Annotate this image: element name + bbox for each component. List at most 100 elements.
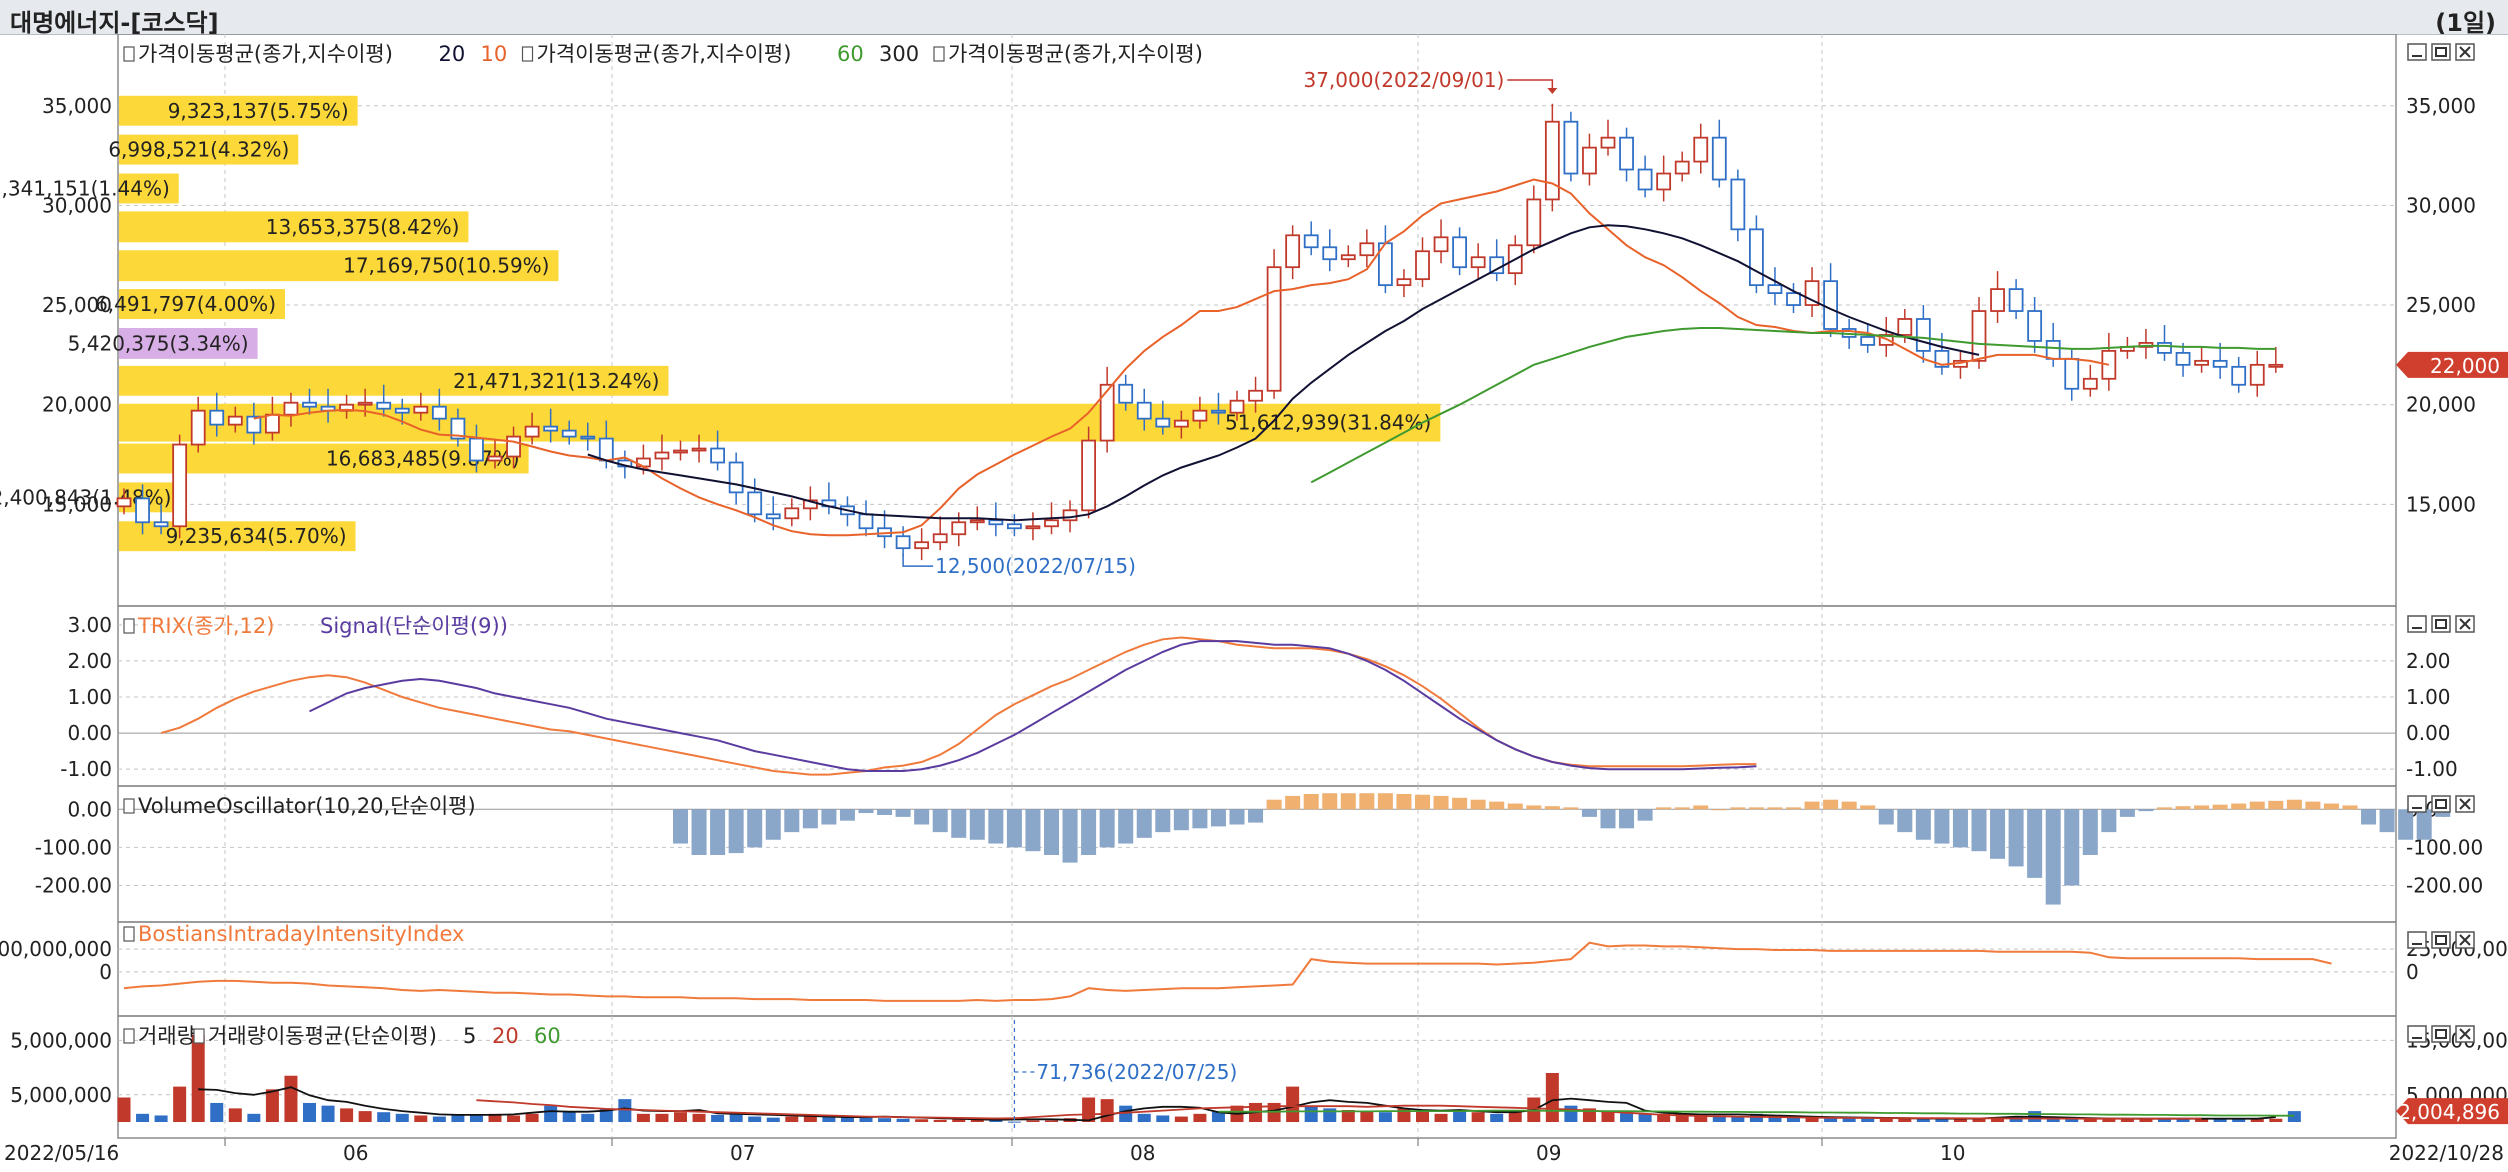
- candle-body: [1396, 278, 1412, 287]
- oscillator-bar: [1081, 809, 1097, 855]
- legend-toggle-icon[interactable]: [123, 926, 135, 942]
- legend-toggle-icon[interactable]: [123, 618, 135, 634]
- oscillator-bar: [2008, 809, 2024, 867]
- oscillator-bar: [2268, 800, 2284, 810]
- oscillator-bar: [1915, 809, 1931, 840]
- candle-body: [2268, 363, 2284, 368]
- volume-profile-bar: [119, 443, 529, 474]
- candle-body: [895, 535, 911, 550]
- maximize-pane-icon-frame: [2431, 931, 2451, 949]
- candle-body: [1990, 288, 2005, 312]
- candle: [932, 516, 948, 551]
- minimize-pane-icon[interactable]: [2407, 795, 2427, 813]
- minimize-pane-icon[interactable]: [2407, 615, 2427, 633]
- maximize-pane-icon[interactable]: [2431, 615, 2451, 633]
- y-tick-label: 2.00: [67, 649, 112, 673]
- candle: [2249, 350, 2265, 397]
- close-pane-icon[interactable]: [2455, 1025, 2475, 1043]
- volume-bar: [284, 1075, 298, 1122]
- candle-body: [283, 401, 299, 416]
- signal-legend-label: Signal(단순이평(9)): [320, 614, 508, 638]
- legend-toggle-icon[interactable]: [123, 798, 135, 814]
- candle: [1544, 103, 1560, 212]
- candle: [858, 500, 874, 537]
- maximize-pane-icon[interactable]: [2431, 1025, 2451, 1043]
- volume-bar: [1545, 1073, 1559, 1122]
- candle: [1990, 271, 2005, 323]
- candle: [2045, 322, 2061, 367]
- legend-toggle-icon[interactable]: [193, 1028, 205, 1044]
- volume-bar: [1378, 1112, 1392, 1122]
- candle: [227, 406, 243, 433]
- x-tick-label: 06: [343, 1141, 368, 1165]
- legend-toggle-icon[interactable]: [123, 46, 135, 62]
- volume-profile-bar: [119, 289, 285, 320]
- candle-body: [728, 461, 744, 494]
- legend-toggle-icon[interactable]: [123, 1028, 135, 1044]
- oscillator-bar: [1990, 809, 2006, 859]
- candle-body: [1582, 146, 1597, 175]
- candle: [172, 434, 188, 539]
- volume-bar: [1137, 1113, 1151, 1122]
- maximize-pane-icon[interactable]: [2431, 43, 2451, 61]
- x-tick-label: 09: [1536, 1141, 1561, 1165]
- candle: [2138, 328, 2154, 359]
- minimize-pane-icon-frame: [2407, 1025, 2427, 1043]
- current-volume-tag: [2396, 1098, 2508, 1125]
- price-legend-label: 가격이동평균(종가,지수이평): [948, 42, 1203, 66]
- minimize-pane-icon[interactable]: [2407, 931, 2427, 949]
- oscillator-bar: [2082, 809, 2098, 855]
- volume-bar: [340, 1108, 354, 1122]
- x-tick-label: 10: [1940, 1141, 1965, 1165]
- oscillator-bar: [1025, 809, 1041, 852]
- candle: [302, 388, 317, 415]
- candle-body: [1155, 417, 1171, 428]
- volume-bar: [414, 1115, 428, 1122]
- volume-bar: [2269, 1118, 2283, 1122]
- volume-profile-label: 9,323,137(5.75%): [168, 99, 349, 123]
- oscillator-bar: [858, 809, 874, 814]
- maximize-pane-icon[interactable]: [2431, 795, 2451, 813]
- candle: [543, 408, 559, 443]
- volume-bar: [2176, 1118, 2190, 1122]
- maximize-pane-icon-frame: [2431, 1025, 2451, 1043]
- candle: [1192, 396, 1208, 429]
- volume-bar: [469, 1114, 483, 1122]
- minimize-pane-icon[interactable]: [2407, 43, 2427, 61]
- candle-body: [1136, 401, 1152, 420]
- volume-bar: [358, 1111, 372, 1122]
- candle: [1099, 366, 1115, 453]
- x-range-start-label: 2022/05/16: [4, 1141, 119, 1165]
- oscillator-bar: [988, 809, 1004, 844]
- volume-bar: [933, 1119, 947, 1122]
- close-pane-icon[interactable]: [2455, 615, 2475, 633]
- candle-body: [2027, 310, 2043, 342]
- oscillator-bar: [691, 809, 707, 855]
- volume-bar: [1026, 1120, 1040, 1122]
- legend-toggle-icon[interactable]: [521, 46, 534, 62]
- candle-body: [1081, 439, 1096, 512]
- volume-profile-label: 9,235,634(5.70%): [166, 524, 347, 548]
- oscillator-bar: [1396, 794, 1412, 810]
- oscillator-bar: [951, 809, 967, 838]
- close-pane-icon[interactable]: [2455, 795, 2475, 813]
- candle: [264, 396, 280, 441]
- maximize-pane-icon[interactable]: [2431, 931, 2451, 949]
- period-indicator[interactable]: (1일): [2435, 9, 2496, 37]
- candle-body: [747, 491, 763, 516]
- close-pane-icon[interactable]: [2455, 43, 2475, 61]
- volume-profile-label: 6,491,797(4.00%): [95, 292, 276, 316]
- oscillator-bar: [1730, 807, 1746, 810]
- oscillator-bar: [2305, 801, 2321, 810]
- candle: [487, 438, 503, 469]
- oscillator-bar: [1044, 809, 1059, 855]
- volume-bar: [507, 1115, 521, 1122]
- candle: [1025, 512, 1041, 541]
- minimize-pane-icon[interactable]: [2407, 1025, 2427, 1043]
- close-pane-icon[interactable]: [2455, 931, 2475, 949]
- legend-toggle-icon[interactable]: [933, 46, 945, 62]
- price-legend-label: 가격이동평균(종가,지수이평): [138, 42, 393, 66]
- volume-bar: [1193, 1113, 1207, 1122]
- stock-chart[interactable]: 15,000 15,000 20,000 20,000 25,000 25,000 30,0…: [0, 34, 2508, 1172]
- oscillator-bar: [2157, 807, 2172, 810]
